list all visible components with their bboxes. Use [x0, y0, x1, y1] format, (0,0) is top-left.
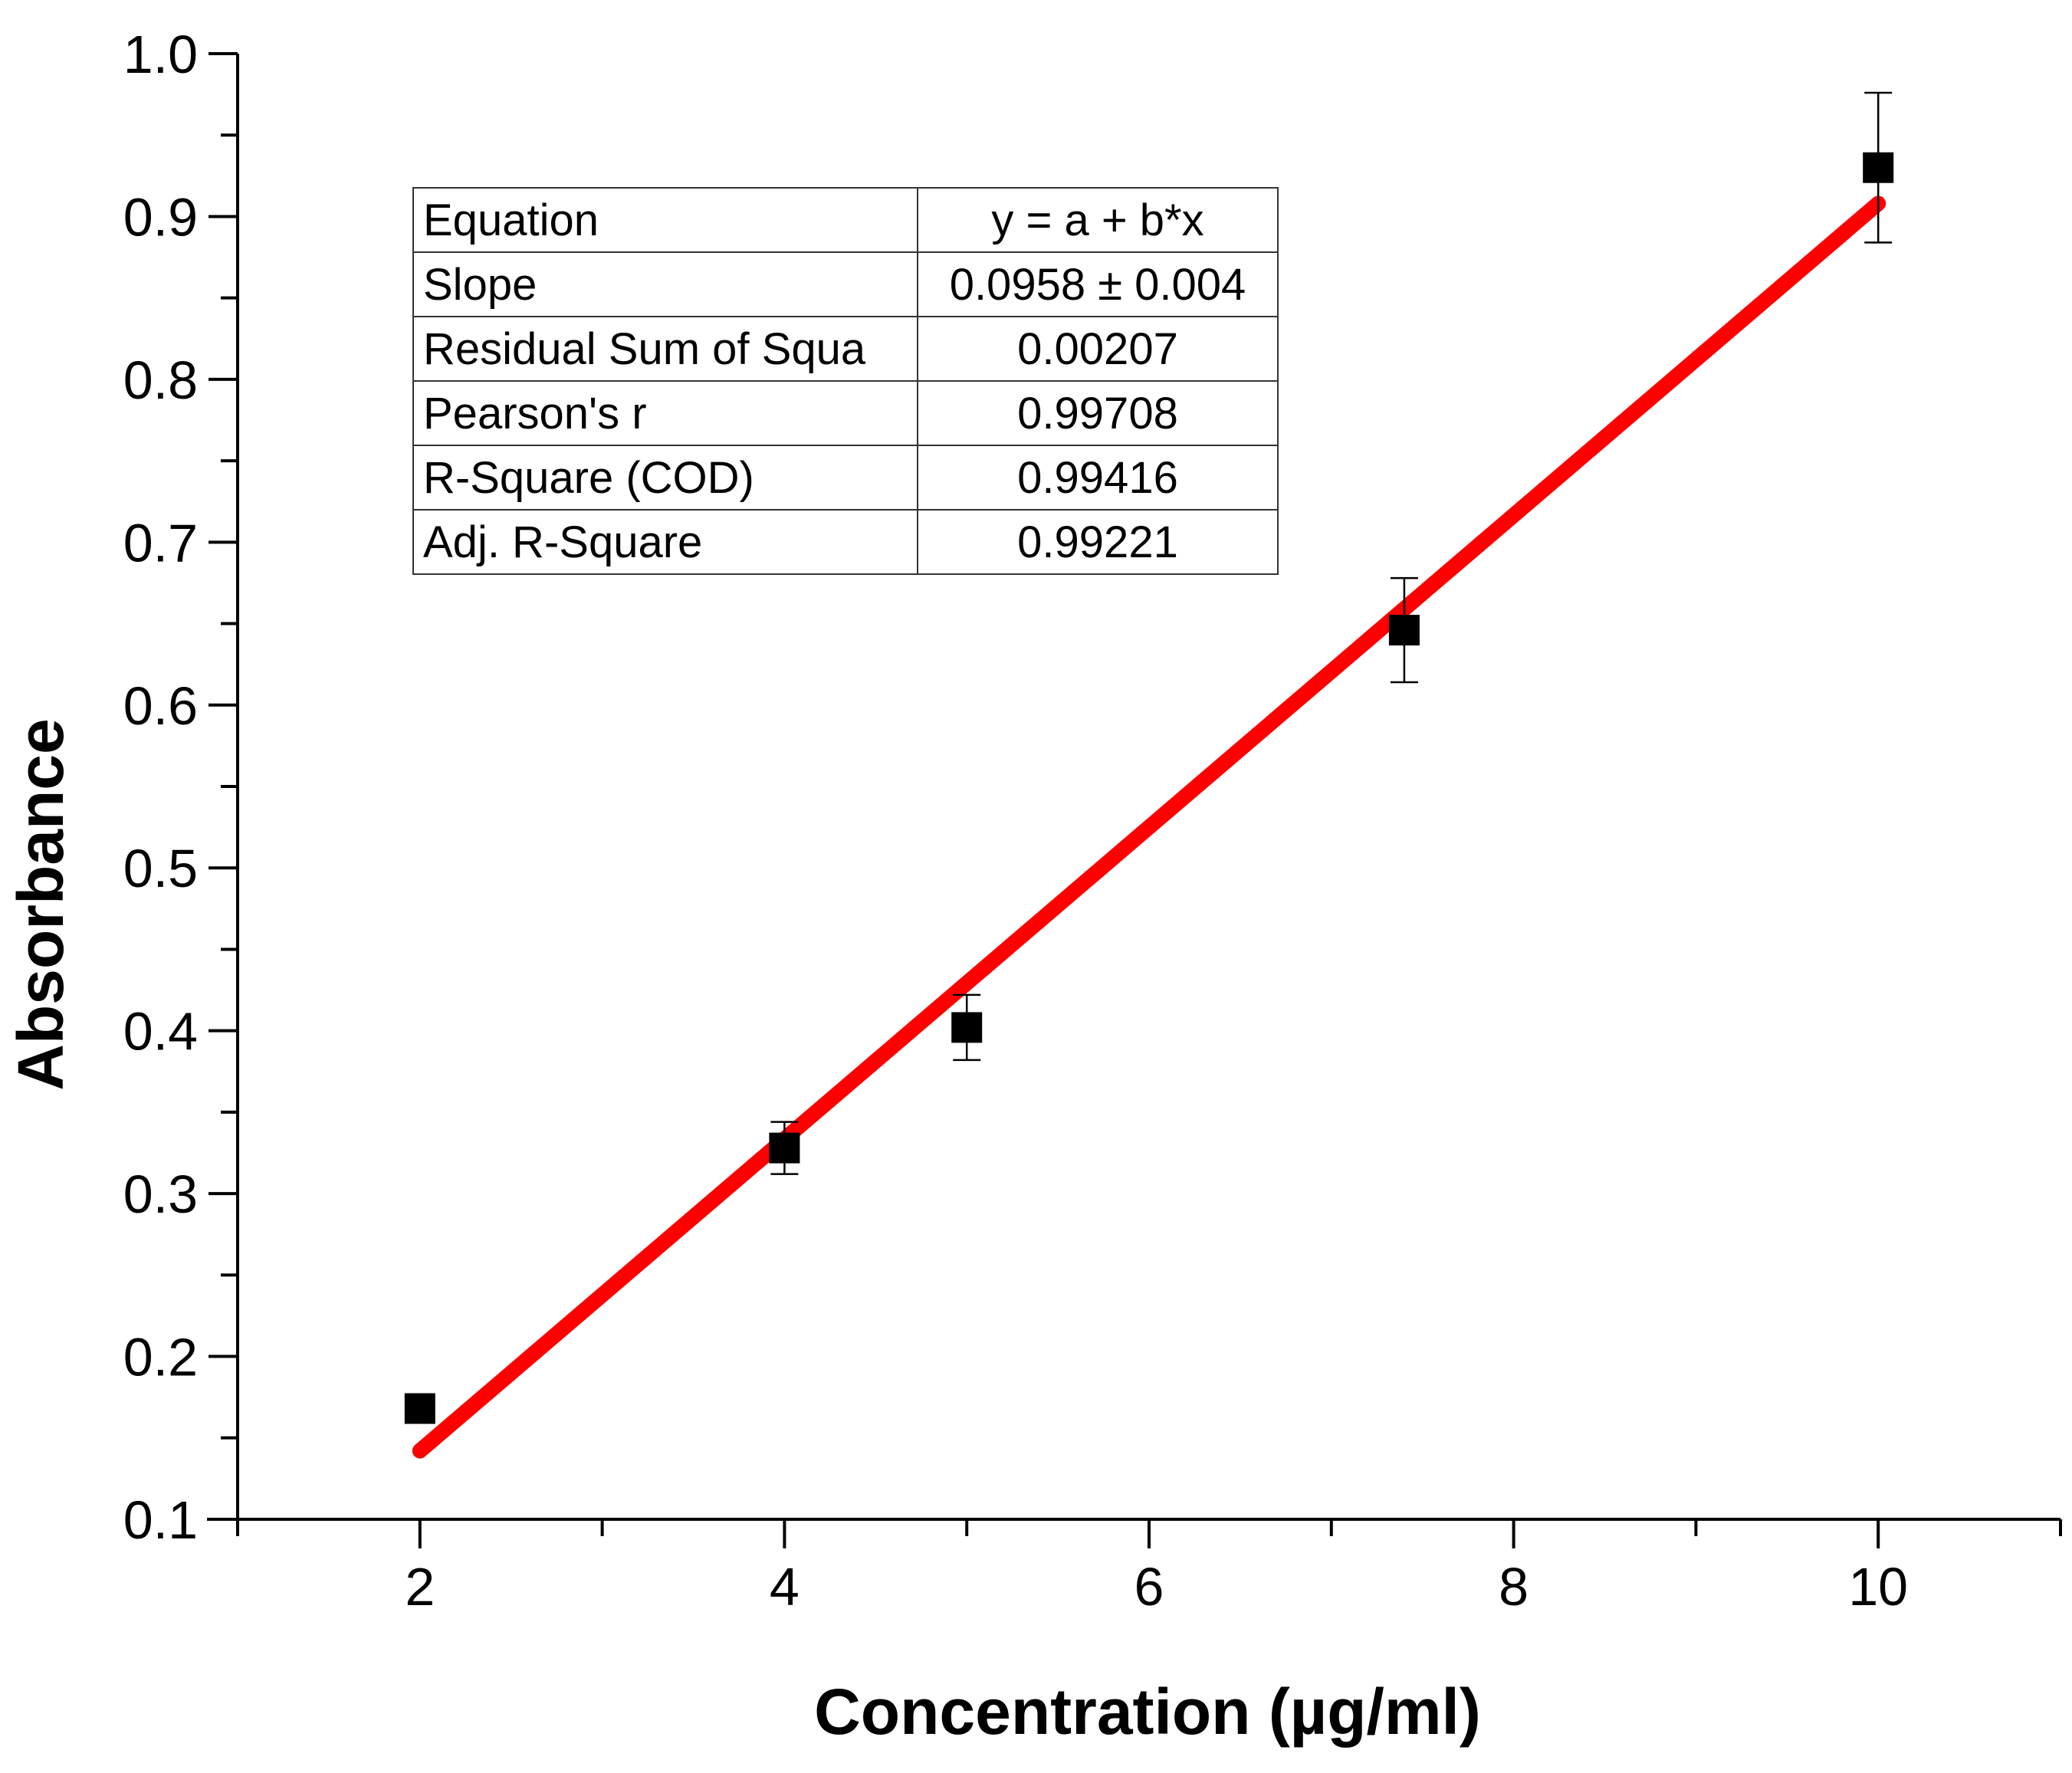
- fit-param-value: 0.99416: [917, 445, 1279, 511]
- x-axis-title: Concentration (µg/ml): [814, 1676, 1481, 1748]
- data-point: [951, 1012, 983, 1043]
- fit-param-label: Residual Sum of Squa: [412, 316, 918, 382]
- x-tick-label: 2: [405, 1557, 435, 1617]
- fit-param-label: Slope: [412, 251, 918, 317]
- table-row: Slope 0.0958 ± 0.004: [412, 251, 1279, 317]
- fit-param-label: Pearson's r: [412, 380, 918, 446]
- y-tick-label: 0.1: [123, 1490, 198, 1550]
- fit-results-table: Equation y = a + b*x Slope 0.0958 ± 0.00…: [412, 187, 1279, 575]
- y-tick-label: 1.0: [123, 25, 198, 84]
- y-axis-title: Absorbance: [5, 718, 77, 1090]
- y-tick-label: 0.3: [123, 1164, 198, 1224]
- fit-param-value: 0.0958 ± 0.004: [917, 251, 1279, 317]
- data-point: [769, 1132, 800, 1164]
- data-point: [404, 1393, 435, 1424]
- y-tick-label: 0.2: [123, 1328, 198, 1387]
- fit-param-value: 0.99221: [917, 509, 1279, 575]
- data-point: [1863, 152, 1894, 183]
- fit-layer: [412, 195, 1886, 1459]
- ticks: 0.1 0.2 0.3 0.4 0.5 0.6 0.7 0.8 0.9 1.0 2 4 6 8 10: [123, 25, 2062, 1617]
- x-tick-label: 4: [770, 1557, 800, 1617]
- table-row: Pearson's r 0.99708: [412, 380, 1279, 446]
- y-tick-label: 0.9: [123, 187, 198, 247]
- table-row: R-Square (COD) 0.99416: [412, 445, 1279, 511]
- table-row: Adj. R-Square 0.99221: [412, 509, 1279, 575]
- x-tick-label: 8: [1499, 1557, 1529, 1617]
- fit-param-value: 0.00207: [917, 316, 1279, 382]
- fit-param-label: Adj. R-Square: [412, 509, 918, 575]
- x-tick-label: 6: [1135, 1557, 1164, 1617]
- fit-param-value: y = a + b*x: [917, 187, 1279, 253]
- y-tick-label: 0.6: [123, 676, 198, 736]
- fit-param-label: Equation: [412, 187, 918, 253]
- table-row: Equation y = a + b*x: [412, 187, 1279, 253]
- fit-param-value: 0.99708: [917, 380, 1279, 446]
- y-tick-label: 0.5: [123, 839, 198, 898]
- data-point: [1388, 615, 1420, 646]
- fit-line: [412, 195, 1886, 1459]
- y-tick-label: 0.8: [123, 350, 198, 410]
- y-tick-label: 0.7: [123, 513, 198, 573]
- points-layer: [404, 91, 1894, 1424]
- table-row: Residual Sum of Squa 0.00207: [412, 316, 1279, 382]
- fit-param-label: R-Square (COD): [412, 445, 918, 511]
- x-tick-label: 10: [1848, 1557, 1908, 1617]
- y-tick-label: 0.4: [123, 1002, 198, 1062]
